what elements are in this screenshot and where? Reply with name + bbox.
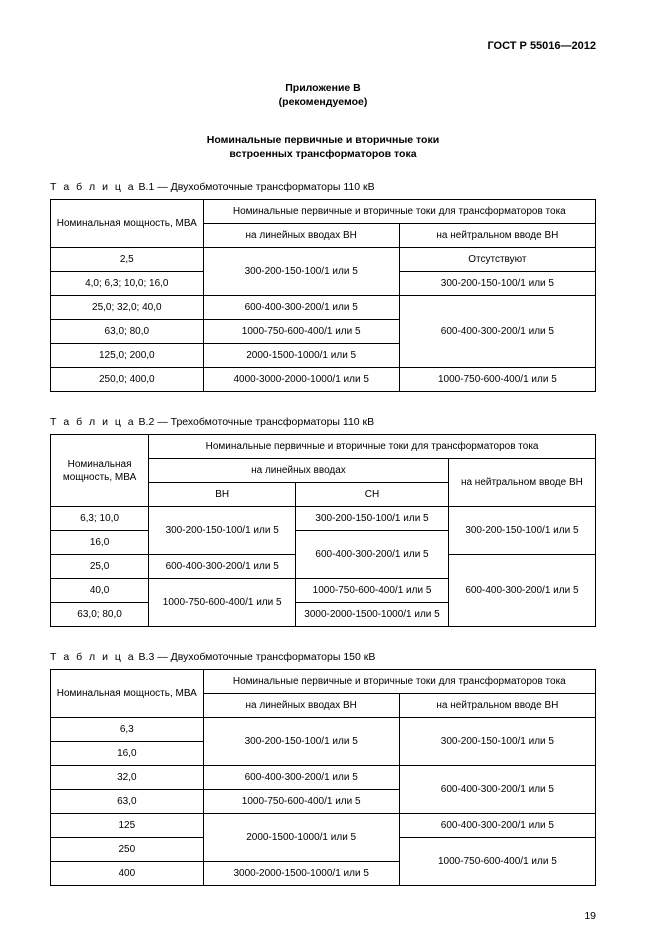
col-power: Номинальная мощность, МВА (51, 200, 204, 248)
cell-line: 1000-750-600-400/1 или 5 (203, 320, 399, 344)
cell-sn: 3000-2000-1500-1000/1 или 5 (296, 603, 449, 627)
title-line-1: Номинальные первичные и вторичные токи (207, 134, 439, 146)
cell-line: 3000-2000-1500-1000/1 или 5 (203, 862, 399, 886)
table-b1-caption-text: В.1 — Двухобмоточные трансформаторы 110 … (139, 181, 375, 193)
cell-neutral: Отсутствуют (399, 248, 595, 272)
cell-power: 16,0 (51, 742, 204, 766)
table-row: 6,3; 10,0 300-200-150-100/1 или 5 300-20… (51, 507, 596, 531)
cell-power: 250 (51, 838, 204, 862)
table-b3-caption-text: В.3 — Двухобмоточные трансформаторы 150 … (139, 651, 376, 663)
title-line-2: встроенных трансформаторов тока (229, 148, 416, 160)
page-number: 19 (50, 910, 596, 922)
table-row: 32,0 600-400-300-200/1 или 5 600-400-300… (51, 766, 596, 790)
document-code: ГОСТ Р 55016—2012 (50, 40, 596, 52)
table-header-row: Номинальная мощность, МВА Номинальные пе… (51, 670, 596, 694)
cell-sn: 600-400-300-200/1 или 5 (296, 531, 449, 579)
cell-neutral: 600-400-300-200/1 или 5 (399, 814, 595, 838)
col-line: на линейных вводах ВН (203, 694, 399, 718)
table-row: 2,5 300-200-150-100/1 или 5 Отсутствуют (51, 248, 596, 272)
cell-vn: 300-200-150-100/1 или 5 (149, 507, 296, 555)
table-word: Т а б л и ц а (50, 651, 136, 663)
cell-neutral: 300-200-150-100/1 или 5 (448, 507, 595, 555)
annex-subtitle: (рекомендуемое) (50, 96, 596, 108)
table-b2-caption: Т а б л и ц а В.2 — Трехобмоточные транс… (50, 416, 596, 428)
cell-line: 600-400-300-200/1 или 5 (203, 296, 399, 320)
cell-power: 250,0; 400,0 (51, 368, 204, 392)
cell-power: 125 (51, 814, 204, 838)
table-b1-caption: Т а б л и ц а В.1 — Двухобмоточные транс… (50, 181, 596, 193)
cell-line: 2000-1500-1000/1 или 5 (203, 814, 399, 862)
cell-vn: 1000-750-600-400/1 или 5 (149, 579, 296, 627)
col-group: Номинальные первичные и вторичные токи д… (203, 670, 595, 694)
table-header-row: Номинальная мощность, МВА Номинальные пе… (51, 200, 596, 224)
col-vn: ВН (149, 483, 296, 507)
table-row: 25,0; 32,0; 40,0 600-400-300-200/1 или 5… (51, 296, 596, 320)
page-title: Номинальные первичные и вторичные токи в… (50, 133, 596, 161)
table-row: 125 2000-1500-1000/1 или 5 600-400-300-2… (51, 814, 596, 838)
table-b3: Номинальная мощность, МВА Номинальные пе… (50, 669, 596, 886)
cell-power: 6,3; 10,0 (51, 507, 149, 531)
table-b2-caption-text: В.2 — Трехобмоточные трансформаторы 110 … (139, 416, 375, 428)
col-power: Номинальная мощность, МВА (51, 435, 149, 507)
cell-power: 2,5 (51, 248, 204, 272)
cell-line: 600-400-300-200/1 или 5 (203, 766, 399, 790)
cell-power: 63,0; 80,0 (51, 603, 149, 627)
table-b2: Номинальная мощность, МВА Номинальные пе… (50, 434, 596, 627)
cell-power: 32,0 (51, 766, 204, 790)
cell-neutral: 1000-750-600-400/1 или 5 (399, 368, 595, 392)
cell-neutral: 1000-750-600-400/1 или 5 (399, 838, 595, 886)
col-power: Номинальная мощность, МВА (51, 670, 204, 718)
table-row: 6,3 300-200-150-100/1 или 5 300-200-150-… (51, 718, 596, 742)
cell-line: 300-200-150-100/1 или 5 (203, 248, 399, 296)
cell-power: 4,0; 6,3; 10,0; 16,0 (51, 272, 204, 296)
col-neutral: на нейтральном вводе ВН (399, 224, 595, 248)
table-row: 250,0; 400,0 4000-3000-2000-1000/1 или 5… (51, 368, 596, 392)
cell-power: 400 (51, 862, 204, 886)
col-group: Номинальные первичные и вторичные токи д… (149, 435, 596, 459)
cell-neutral: 600-400-300-200/1 или 5 (399, 766, 595, 814)
cell-power: 40,0 (51, 579, 149, 603)
cell-sn: 1000-750-600-400/1 или 5 (296, 579, 449, 603)
cell-sn: 300-200-150-100/1 или 5 (296, 507, 449, 531)
cell-power: 6,3 (51, 718, 204, 742)
cell-power: 25,0; 32,0; 40,0 (51, 296, 204, 320)
annex-label: Приложение В (50, 82, 596, 94)
cell-neutral: 300-200-150-100/1 или 5 (399, 718, 595, 766)
col-line: на линейных вводах ВН (203, 224, 399, 248)
table-word: Т а б л и ц а (50, 416, 136, 428)
cell-vn: 600-400-300-200/1 или 5 (149, 555, 296, 579)
cell-line: 1000-750-600-400/1 или 5 (203, 790, 399, 814)
table-b3-caption: Т а б л и ц а В.3 — Двухобмоточные транс… (50, 651, 596, 663)
table-header-row: Номинальная мощность, МВА Номинальные пе… (51, 435, 596, 459)
cell-power: 63,0 (51, 790, 204, 814)
col-neutral: на нейтральном вводе ВН (448, 459, 595, 507)
cell-power: 125,0; 200,0 (51, 344, 204, 368)
table-word: Т а б л и ц а (50, 181, 136, 193)
cell-neutral: 600-400-300-200/1 или 5 (448, 555, 595, 627)
cell-neutral: 300-200-150-100/1 или 5 (399, 272, 595, 296)
col-group: Номинальные первичные и вторичные токи д… (203, 200, 595, 224)
cell-neutral: 600-400-300-200/1 или 5 (399, 296, 595, 368)
col-line-group: на линейных вводах (149, 459, 449, 483)
col-sn: СН (296, 483, 449, 507)
cell-power: 63,0; 80,0 (51, 320, 204, 344)
cell-power: 16,0 (51, 531, 149, 555)
cell-line: 300-200-150-100/1 или 5 (203, 718, 399, 766)
cell-power: 25,0 (51, 555, 149, 579)
col-neutral: на нейтральном вводе ВН (399, 694, 595, 718)
table-b1: Номинальная мощность, МВА Номинальные пе… (50, 199, 596, 392)
cell-line: 2000-1500-1000/1 или 5 (203, 344, 399, 368)
cell-line: 4000-3000-2000-1000/1 или 5 (203, 368, 399, 392)
